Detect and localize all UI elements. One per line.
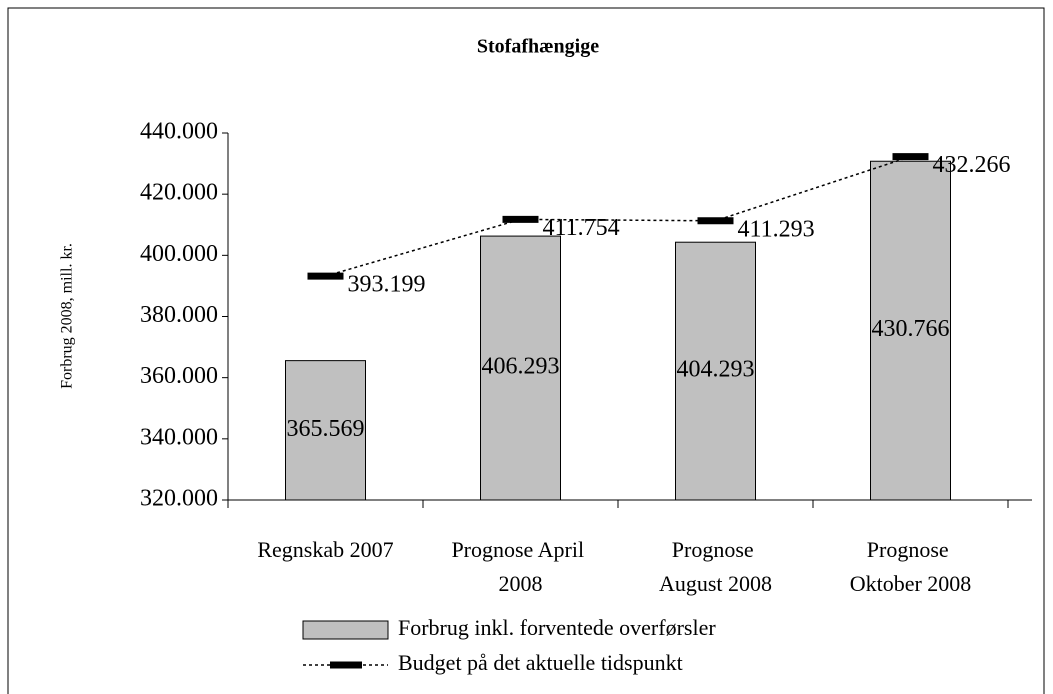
x-tick-label: Prognose August 2008 xyxy=(659,537,772,596)
y-tick-label: 440.000 xyxy=(140,119,218,145)
y-tick-label: 360.000 xyxy=(140,363,218,389)
legend-label: Budget på det aktuelle tidspunkt xyxy=(398,650,683,675)
bar xyxy=(480,235,561,501)
budget-line xyxy=(325,155,911,277)
y-tick-label: 340.000 xyxy=(140,424,218,450)
y-tick-label: 400.000 xyxy=(140,241,218,267)
y-tick-label: 320.000 xyxy=(140,486,218,512)
budget-value-label: 432.266 xyxy=(933,152,1011,178)
x-tick-label: Prognose April 2008 xyxy=(451,537,589,596)
x-tick-label: Prognose Oktober 2008 xyxy=(850,537,972,596)
y-tick-label: 420.000 xyxy=(140,180,218,206)
budget-value-label: 393.199 xyxy=(348,272,426,298)
bar-value-label: 404.293 xyxy=(677,357,755,383)
bar-value-label: 406.293 xyxy=(482,354,560,380)
x-tick-label: Regnskab 2007 xyxy=(257,537,393,562)
y-tick-label: 380.000 xyxy=(140,302,218,328)
legend-label: Forbrug inkl. forventede overførsler xyxy=(398,615,716,640)
bar xyxy=(285,360,366,501)
bar-value-label: 365.569 xyxy=(287,416,365,442)
budget-value-label: 411.293 xyxy=(738,216,815,242)
legend-swatch xyxy=(302,620,389,640)
chart-title: Stofafhængige xyxy=(477,36,599,58)
budget-value-label: 411.754 xyxy=(543,215,620,241)
bar-value-label: 430.766 xyxy=(872,316,950,342)
y-axis-label: Forbrug 2008, mill. kr. xyxy=(59,243,76,389)
bar xyxy=(675,241,756,501)
bar xyxy=(870,160,951,501)
